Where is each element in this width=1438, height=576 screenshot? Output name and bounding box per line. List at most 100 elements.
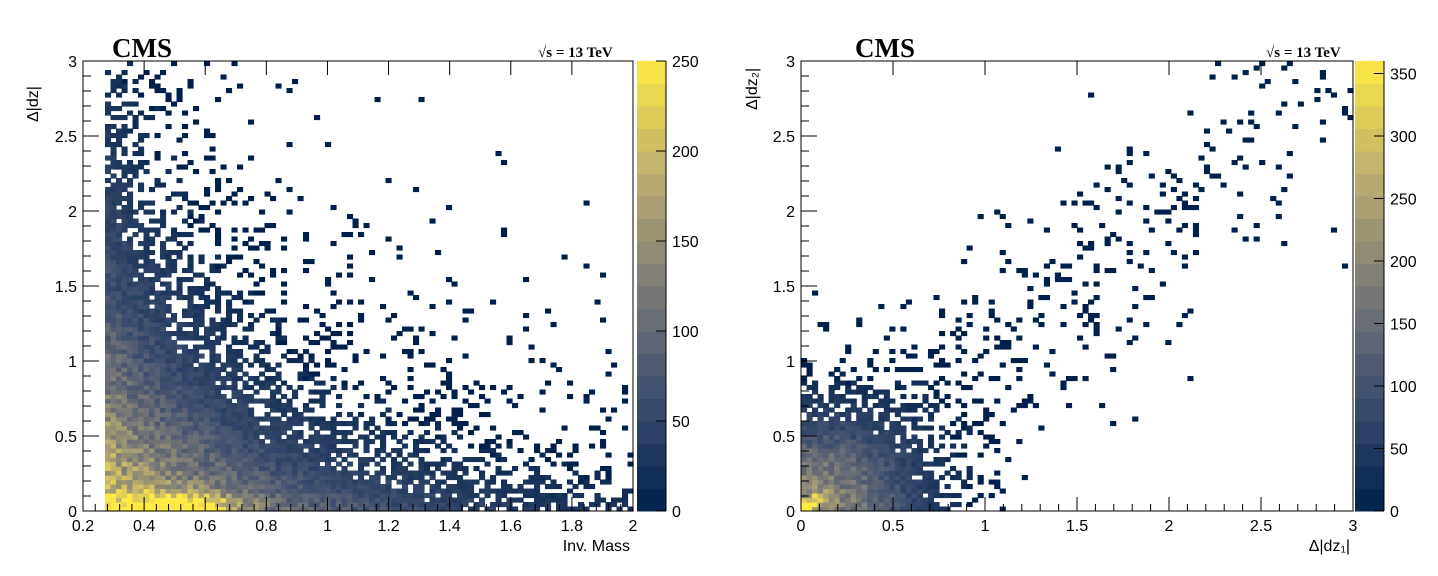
heatmap-cell [828, 470, 835, 476]
heatmap-cell [424, 493, 431, 499]
heatmap-cell [171, 340, 178, 346]
heatmap-cell [303, 304, 310, 310]
colorbar-segment [637, 331, 666, 354]
heatmap-cell [856, 425, 863, 431]
heatmap-cell [314, 115, 321, 121]
heatmap-cell [900, 502, 907, 508]
heatmap-cell [325, 443, 332, 449]
heatmap-cell [1005, 322, 1012, 328]
heatmap-cell [817, 466, 824, 472]
heatmap-cell [248, 448, 255, 454]
heatmap-cell [933, 403, 940, 409]
heatmap-cell [193, 218, 200, 224]
heatmap-cell [889, 502, 896, 508]
heatmap-cell [160, 398, 167, 404]
heatmap-cell [528, 475, 535, 481]
heatmap-cell [435, 484, 442, 490]
heatmap-cell [418, 502, 425, 508]
heatmap-cell [160, 218, 167, 224]
heatmap-cell [303, 443, 310, 449]
heatmap-cell [435, 497, 442, 503]
heatmap-cell [955, 326, 962, 332]
heatmap-cell [281, 461, 288, 467]
heatmap-cell [567, 479, 574, 485]
heatmap-cell [105, 425, 112, 431]
heatmap-cell [121, 295, 128, 301]
heatmap-cell [275, 331, 282, 337]
heatmap-cell [121, 101, 128, 107]
heatmap-cell [160, 317, 167, 323]
heatmap-cell [1281, 241, 1288, 247]
heatmap-cell [512, 466, 519, 472]
heatmap-cell [319, 466, 326, 472]
heatmap-cell [468, 493, 475, 499]
heatmap-cell [204, 484, 211, 490]
heatmap-cell [1082, 322, 1089, 328]
heatmap-cell [336, 394, 343, 400]
heatmap-cell [347, 461, 354, 467]
heatmap-cell [127, 326, 134, 332]
heatmap-cell [193, 443, 200, 449]
heatmap-cell [209, 326, 216, 332]
heatmap-cell [231, 191, 238, 197]
heatmap-cell [916, 493, 924, 499]
heatmap-cell [110, 448, 117, 454]
heatmap-cell [165, 452, 172, 458]
heatmap-cell [1148, 227, 1155, 233]
heatmap-cell [966, 313, 973, 319]
heatmap-cell [138, 200, 145, 206]
heatmap-cell [363, 488, 370, 494]
heatmap-cell [812, 430, 819, 436]
heatmap-cell [806, 502, 813, 508]
heatmap-cell [116, 470, 123, 476]
heatmap-cell [204, 439, 211, 445]
heatmap-cell [1203, 128, 1211, 134]
heatmap-cell [105, 290, 112, 296]
heatmap-cell [347, 475, 354, 481]
colorbar-segment [637, 398, 666, 422]
heatmap-cell [132, 340, 139, 346]
heatmap-cell [165, 470, 172, 476]
heatmap-cell [242, 227, 249, 233]
heatmap-cell [905, 479, 912, 485]
heatmap-cell [105, 493, 112, 499]
heatmap-cell [160, 421, 167, 427]
colorbar-segment [1355, 83, 1384, 107]
heatmap-cell [220, 317, 227, 323]
heatmap-cell [889, 484, 896, 490]
heatmap-cell [215, 295, 222, 301]
heatmap-cell [418, 349, 425, 355]
heatmap-cell [215, 182, 222, 188]
heatmap-cell [1143, 205, 1150, 211]
heatmap-cell [451, 281, 458, 287]
heatmap-cell [883, 452, 890, 458]
heatmap-cell [176, 461, 183, 467]
heatmap-cell [248, 407, 255, 413]
heatmap-cell [138, 497, 145, 503]
heatmap-cell [834, 439, 841, 445]
heatmap-cell [242, 506, 249, 512]
heatmap-cell [110, 335, 117, 341]
heatmap-cell [171, 416, 178, 422]
heatmap-cell [264, 466, 271, 472]
heatmap-cell [1115, 236, 1122, 242]
heatmap-cell [358, 434, 365, 440]
heatmap-cell [889, 439, 896, 445]
heatmap-cell [110, 241, 117, 247]
heatmap-cell [961, 421, 968, 427]
heatmap-cell [281, 443, 288, 449]
heatmap-cell [275, 317, 282, 323]
heatmap-cell [911, 502, 918, 508]
heatmap-cell [149, 331, 156, 337]
heatmap-cell [160, 416, 167, 422]
heatmap-cell [171, 313, 178, 319]
colorbar-tick-label: 100 [1390, 379, 1417, 396]
heatmap-cell [154, 151, 161, 157]
heatmap-cell [878, 470, 885, 476]
heatmap-cell [187, 421, 194, 427]
heatmap-cell [105, 407, 112, 413]
heatmap-cell [182, 497, 189, 503]
heatmap-cell [817, 479, 824, 485]
heatmap-cell [462, 308, 469, 314]
heatmap-cell [187, 223, 194, 229]
